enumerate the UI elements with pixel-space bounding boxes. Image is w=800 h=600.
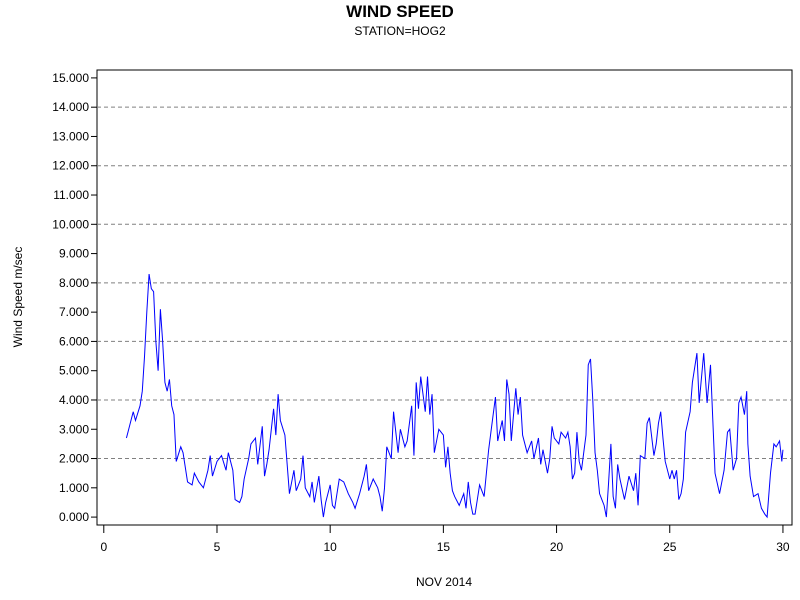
- y-tick-label: 3.000: [59, 422, 89, 436]
- x-axis-label: NOV 2014: [416, 575, 472, 589]
- y-tick-label: 0.000: [59, 510, 89, 524]
- x-tick-label: 20: [550, 540, 564, 554]
- x-tick-label: 15: [437, 540, 451, 554]
- x-tick-label: 30: [776, 540, 790, 554]
- y-tick-label: 11.000: [53, 188, 89, 202]
- x-tick-label: 0: [100, 540, 107, 554]
- chart-title: WIND SPEED: [346, 2, 454, 21]
- y-tick-label: 9.000: [59, 247, 89, 261]
- y-tick-label: 7.000: [59, 305, 89, 319]
- chart-subtitle: STATION=HOG2: [354, 24, 446, 38]
- y-tick-label: 15.000: [52, 71, 89, 85]
- y-tick-label: 2.000: [59, 452, 89, 466]
- data-line: [125, 274, 784, 519]
- y-tick-label: 14.000: [52, 100, 89, 114]
- y-tick-label: 10.000: [52, 217, 89, 231]
- x-tick-label: 10: [323, 540, 337, 554]
- x-tick-label: 25: [663, 540, 677, 554]
- y-tick-label: 4.000: [59, 393, 89, 407]
- plot-frame: [96, 69, 793, 526]
- y-tick-label: 6.000: [59, 334, 89, 348]
- y-axis-label: Wind Speed m/sec: [11, 247, 25, 348]
- y-tick-label: 12.000: [52, 159, 89, 173]
- y-tick-label: 1.000: [59, 481, 89, 495]
- x-tick-label: 5: [214, 540, 221, 554]
- y-tick-label: 5.000: [59, 364, 89, 378]
- y-tick-label: 13.000: [52, 129, 89, 143]
- y-tick-label: 8.000: [59, 276, 89, 290]
